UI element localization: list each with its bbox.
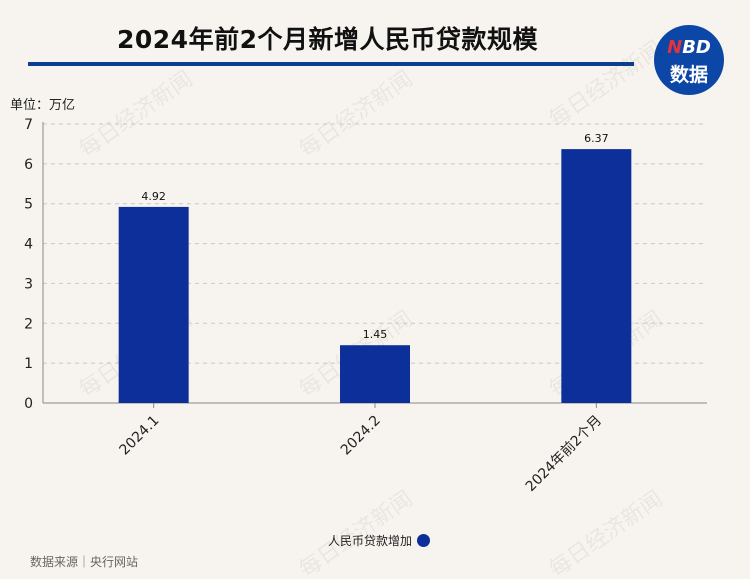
source-note: 数据来源｜央行网站 — [30, 555, 139, 569]
y-tick-label: 3 — [24, 276, 33, 292]
legend-swatch — [417, 534, 431, 547]
logo-data-text: 数据 — [669, 64, 708, 86]
watermark: 每日经济新闻 — [545, 487, 667, 579]
watermark: 每日经济新闻 — [545, 37, 667, 133]
nbd-logo: NBD 数据 — [654, 25, 724, 95]
y-tick-label: 2 — [24, 316, 33, 332]
x-tick-label: 2024.2 — [338, 413, 384, 459]
x-tick-label: 2024年前2个月 — [522, 412, 605, 495]
data-label: 6.37 — [584, 132, 609, 145]
data-label: 4.92 — [141, 190, 166, 203]
x-tick-label: 2024.1 — [117, 413, 163, 459]
y-tick-label: 4 — [24, 237, 33, 253]
legend: 人民币贷款增加 — [328, 532, 431, 549]
y-tick-label: 6 — [24, 157, 33, 173]
chart-title: 2024年前2个月新增人民币贷款规模 — [117, 25, 538, 54]
y-tick-label: 5 — [24, 197, 33, 213]
watermark: 每日经济新闻 — [75, 67, 197, 163]
unit-label: 单位：万亿 — [10, 98, 76, 113]
legend-label: 人民币贷款增加 — [328, 534, 413, 548]
bar — [340, 345, 410, 403]
bar — [118, 206, 189, 403]
data-label: 1.45 — [363, 328, 388, 341]
y-tick-label: 7 — [24, 117, 33, 133]
logo-nbd-text: NBD — [667, 37, 711, 58]
y-tick-label: 0 — [24, 396, 33, 412]
watermark: 每日经济新闻 — [295, 67, 417, 163]
y-tick-label: 1 — [24, 356, 33, 372]
bar — [561, 149, 632, 403]
title-underline — [28, 62, 634, 66]
